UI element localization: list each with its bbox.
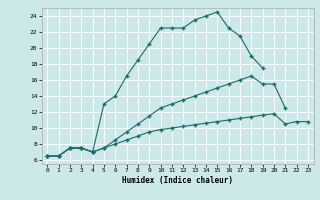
X-axis label: Humidex (Indice chaleur): Humidex (Indice chaleur) bbox=[122, 176, 233, 185]
